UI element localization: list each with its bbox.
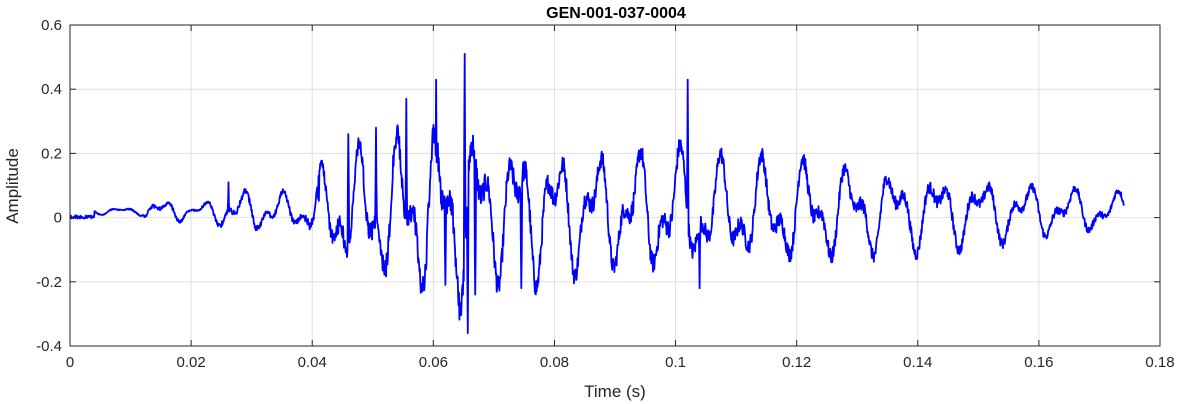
x-tick-label: 0.16 bbox=[1024, 354, 1053, 371]
x-tick-label: 0.18 bbox=[1145, 354, 1174, 371]
y-tick-label: 0.2 bbox=[41, 145, 62, 162]
chart-title: GEN-001-037-0004 bbox=[546, 5, 686, 22]
y-axis-label: Amplitude bbox=[3, 148, 22, 224]
series-line bbox=[69, 53, 1125, 335]
x-tick-label: 0.06 bbox=[419, 354, 448, 371]
x-tick-label: 0.08 bbox=[540, 354, 569, 371]
x-axis-ticks: 0 0.02 0.04 0.06 0.08 0.1 0.12 0.14 0.16 0.18 bbox=[66, 25, 1175, 371]
x-tick-label: 0.02 bbox=[177, 354, 206, 371]
plot-area-frame bbox=[69, 24, 1161, 347]
x-tick-label: 0.04 bbox=[298, 354, 327, 371]
x-axis-label: Time (s) bbox=[584, 382, 646, 401]
x-tick-label: 0.1 bbox=[665, 354, 686, 371]
y-tick-label: -0.4 bbox=[36, 338, 62, 355]
y-tick-label: 0 bbox=[54, 210, 62, 227]
y-gridlines bbox=[70, 24, 1160, 347]
series-group bbox=[69, 53, 1125, 335]
x-tick-label: 0 bbox=[66, 354, 74, 371]
x-tick-label: 0.14 bbox=[903, 354, 932, 371]
y-tick-label: 0.6 bbox=[41, 17, 62, 34]
x-gridlines bbox=[69, 25, 1161, 346]
y-tick-label: 0.4 bbox=[41, 81, 62, 98]
y-axis-ticks: -0.4 -0.2 0 0.2 0.4 0.6 bbox=[36, 17, 1160, 355]
y-tick-label: -0.2 bbox=[36, 274, 62, 291]
x-tick-label: 0.12 bbox=[782, 354, 811, 371]
